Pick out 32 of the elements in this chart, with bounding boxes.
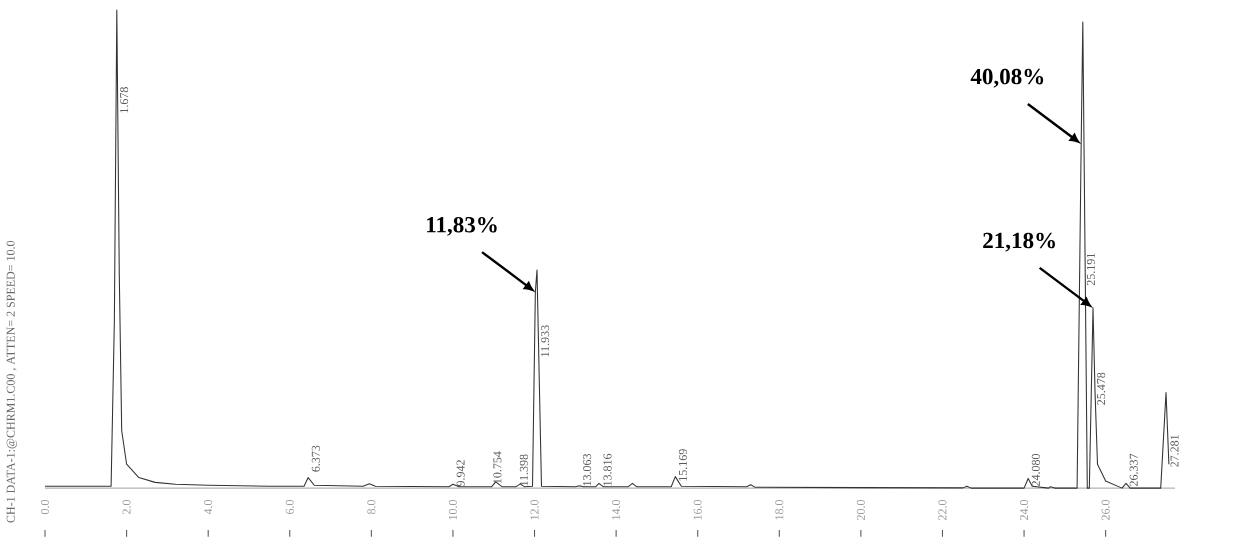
x-tick-label: 22.0 — [938, 499, 947, 520]
annotation: 40,08% — [970, 68, 1044, 88]
annotation: 9.942 — [456, 460, 465, 487]
annotation: 26.337 — [1129, 453, 1138, 486]
annotation: 27.281 — [1170, 435, 1179, 467]
annotation: 13.816 — [603, 453, 612, 486]
annotation: 6.373 — [311, 445, 320, 472]
annotation: 11.398 — [519, 454, 528, 486]
x-tick-label: 26.0 — [1101, 499, 1110, 520]
annotation: 21,18% — [983, 232, 1055, 252]
annotation: 13.063 — [583, 453, 592, 486]
annotation: 11,83% — [427, 216, 497, 236]
x-tick-label: 0.0 — [40, 499, 50, 515]
x-tick-label: 14.0 — [612, 499, 621, 520]
x-tick-label: 12.0 — [530, 499, 539, 520]
annotation: 25.478 — [1097, 372, 1106, 405]
x-tick-label: 2.0 — [122, 499, 131, 514]
x-tick-label: 4.0 — [204, 499, 213, 515]
x-tick-label: 20.0 — [856, 499, 865, 520]
x-tick-label: 18.0 — [775, 499, 784, 520]
annotation: 1.678 — [120, 87, 129, 113]
x-tick-label: 6.0 — [285, 499, 294, 514]
annotation: 24.080 — [1031, 453, 1040, 486]
annotation: 11.933 — [541, 325, 550, 357]
annotation: 10.754 — [493, 451, 502, 484]
x-tick-label: 16.0 — [693, 499, 702, 520]
x-tick-label: 10.0 — [448, 499, 458, 520]
x-tick-label: 24.0 — [1019, 499, 1029, 520]
text: CH-1 DATA-1:@CHRM1.C00 , ATTEN= 2 SPEED= 10.0 — [6, 240, 17, 523]
annotation: 25.191 — [1086, 253, 1095, 286]
annotation: 15.169 — [678, 449, 688, 481]
x-tick-label: 8.0 — [367, 499, 376, 515]
